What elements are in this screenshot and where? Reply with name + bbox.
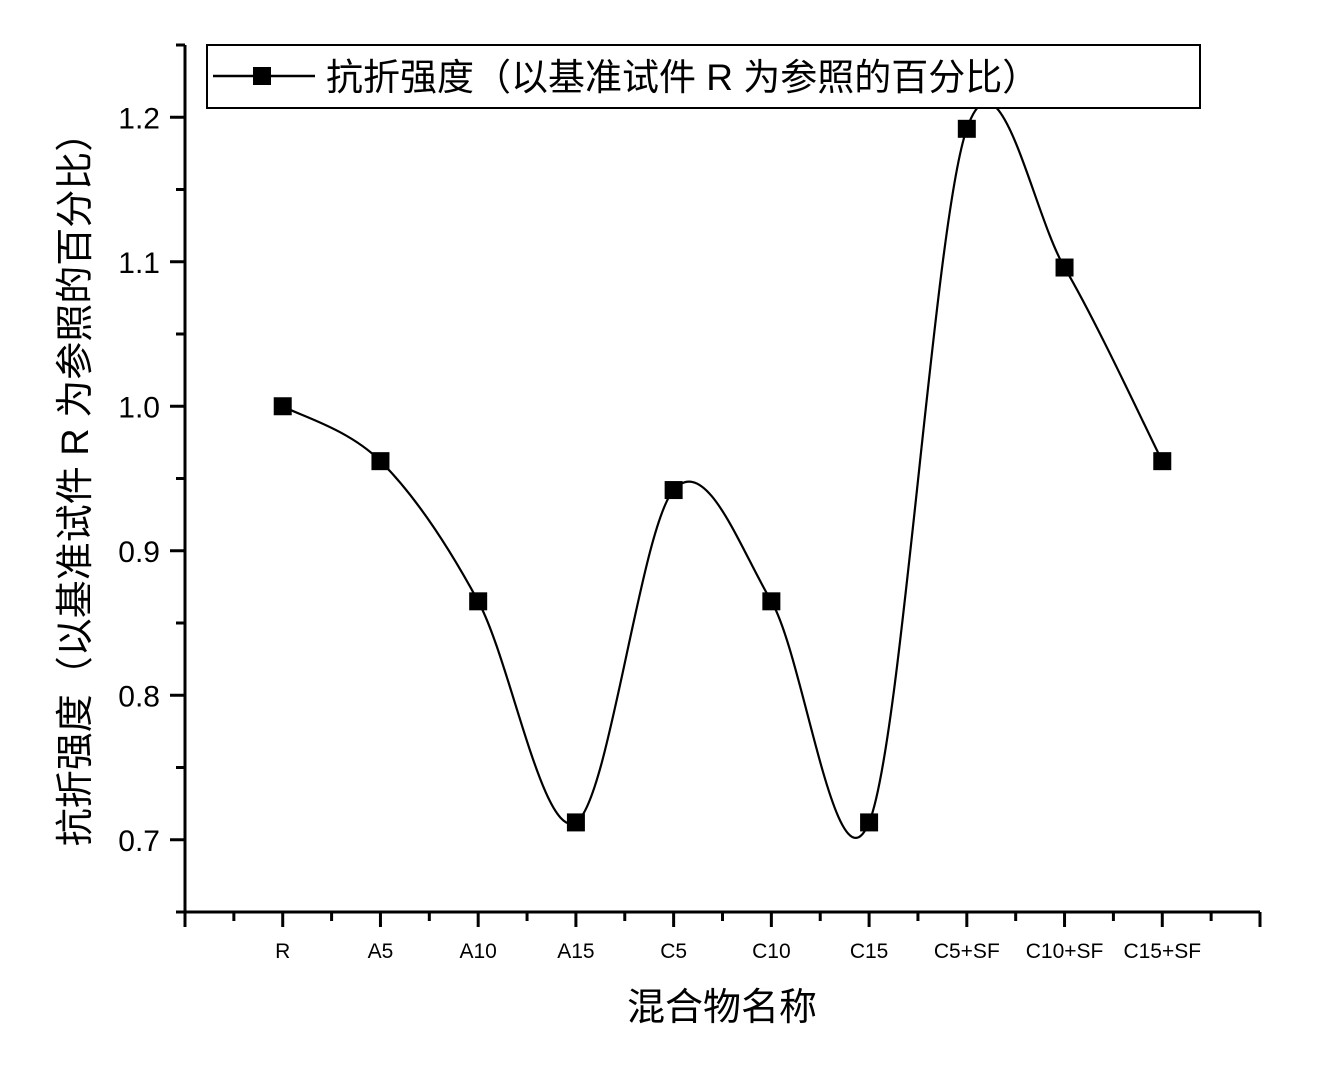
x-tick-label: C5+SF <box>934 940 1000 963</box>
x-axis-label: 混合物名称 <box>627 987 817 1029</box>
y-tick-label: 1.1 <box>118 247 160 280</box>
ticks: R A5 A10 A15 C5 C10 C15 C5+SF C10+SF C15+SF 0.7 0.8… <box>118 43 1262 963</box>
data-point <box>469 592 488 611</box>
data-point <box>566 813 585 832</box>
x-tick-label: A15 <box>557 940 594 963</box>
x-tick-label: A10 <box>459 940 496 963</box>
x-tick-label: R <box>275 940 290 963</box>
x-tick-label: C15 <box>850 940 889 963</box>
x-tick-label: A5 <box>368 940 394 963</box>
y-axis-label: 抗折强度（以基准试件 R 为参照的百分比） <box>55 114 97 847</box>
series-line <box>282 101 1164 839</box>
data-point <box>664 481 683 500</box>
legend-marker <box>253 67 271 85</box>
y-tick-label: 1.0 <box>118 391 160 424</box>
legend-label: 抗折强度（以基准试件 R 为参照的百分比） <box>326 57 1039 98</box>
y-tick-label: 0.8 <box>118 680 160 713</box>
y-tick-label: 0.7 <box>118 825 160 858</box>
data-point <box>273 397 292 416</box>
x-tick-label: C10 <box>752 940 791 963</box>
legend-box <box>206 44 1201 109</box>
y-tick-label: 0.9 <box>118 536 160 569</box>
axes <box>183 45 1260 914</box>
data-point <box>1055 258 1074 277</box>
data-point <box>1153 452 1172 471</box>
y-tick-label: 1.2 <box>118 102 160 135</box>
data-point <box>957 119 976 138</box>
data-point <box>371 452 390 471</box>
legend: 抗折强度（以基准试件 R 为参照的百分比） <box>206 44 1201 109</box>
x-tick-label: C15+SF <box>1123 940 1201 963</box>
markers <box>273 119 1172 832</box>
data-point <box>762 592 781 611</box>
x-tick-label: C5 <box>660 940 687 963</box>
data-point <box>860 813 879 832</box>
x-tick-label: C10+SF <box>1026 940 1104 963</box>
